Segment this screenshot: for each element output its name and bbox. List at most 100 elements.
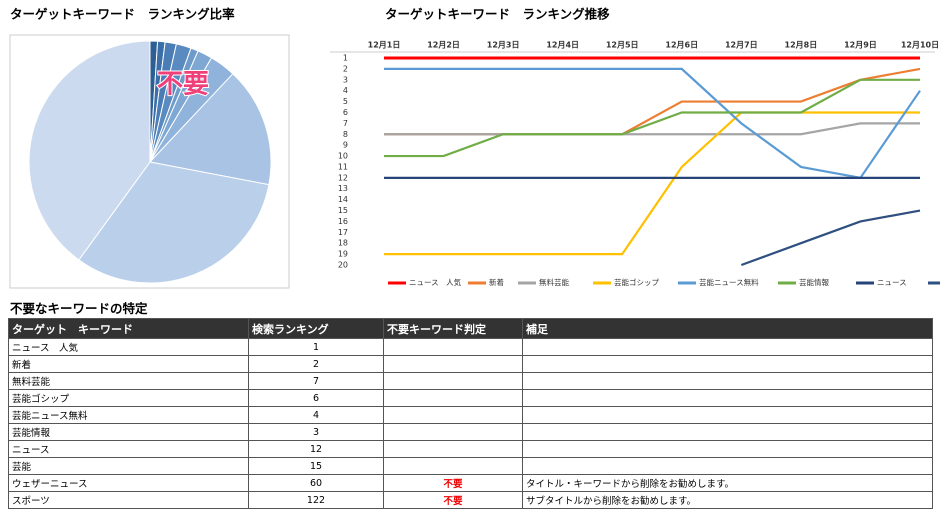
legend-label: 芸能ニュース無料 — [699, 277, 759, 287]
pie-slice — [28, 40, 151, 261]
legend-label: ニュース — [877, 278, 907, 287]
pie-title: ターゲットキーワード ランキング比率 — [10, 7, 235, 22]
x-tick-label: 12月5日 — [606, 41, 639, 50]
y-tick-label: 11 — [338, 162, 348, 171]
note-cell — [522, 389, 933, 407]
keyword-cell: 芸能 — [8, 457, 249, 475]
note-cell — [522, 423, 933, 441]
y-tick-label: 10 — [338, 152, 348, 161]
table-title: 不要なキーワードの特定 — [10, 301, 148, 316]
header-cell: 補足 — [522, 318, 933, 339]
x-tick-label: 12月10日 — [901, 41, 939, 50]
y-tick-label: 15 — [338, 206, 348, 215]
x-tick-label: 12月9日 — [844, 41, 877, 50]
keyword-cell: 新着 — [8, 355, 249, 373]
series-line — [384, 67, 921, 180]
y-tick-label: 6 — [343, 108, 348, 117]
judgement-cell — [383, 372, 523, 390]
y-tick-label: 1 — [343, 54, 348, 63]
judgement-cell — [383, 355, 523, 373]
rank-cell: 3 — [248, 423, 384, 441]
judgement-cell: 不要 — [383, 491, 523, 509]
keyword-cell: 芸能ゴシップ — [8, 389, 249, 407]
y-tick-label: 14 — [338, 195, 348, 204]
y-tick-label: 5 — [343, 97, 348, 106]
x-tick-label: 12月8日 — [785, 41, 818, 50]
x-tick-label: 12月3日 — [487, 41, 520, 50]
judgement-cell: 不要 — [383, 474, 523, 492]
legend-label: 新着 — [489, 277, 504, 287]
legend-label: 芸能ゴシップ — [614, 277, 659, 287]
pie-frame — [9, 34, 290, 289]
judgement-cell — [383, 440, 523, 458]
table-row: 新着 2 — [8, 355, 933, 373]
judgement-cell — [383, 389, 523, 407]
series-line — [384, 122, 920, 136]
x-tick-label: 12月2日 — [427, 41, 460, 50]
header-cell: 検索ランキング — [248, 318, 384, 339]
note-cell — [522, 338, 933, 356]
pie-slice — [78, 161, 270, 284]
rank-cell: 4 — [248, 406, 384, 424]
note-cell: サブタイトルから削除をお勧めします。 — [522, 491, 933, 509]
note-cell — [522, 355, 933, 373]
note-cell: タイトル・キーワードから削除をお勧めします。 — [522, 474, 933, 492]
x-tick-label: 12月4日 — [546, 41, 579, 50]
y-tick-label: 20 — [338, 261, 348, 270]
judgement-cell — [383, 457, 523, 475]
rank-cell: 12 — [248, 440, 384, 458]
keyword-cell: ニュース 人気 — [8, 338, 249, 356]
x-tick-label: 12月6日 — [665, 41, 698, 50]
rank-cell: 122 — [248, 491, 384, 509]
y-tick-label: 7 — [343, 119, 348, 128]
legend-label: 無料芸能 — [539, 277, 569, 287]
table-row: ニュース 人気 1 — [8, 338, 933, 356]
rank-cell: 6 — [248, 389, 384, 407]
table-row: ニュース 12 — [8, 440, 933, 458]
keyword-cell: 無料芸能 — [8, 372, 249, 390]
keyword-table: ターゲット キーワード 検索ランキング 不要キーワード判定 補足 ニュース 人気 1 新着… — [8, 318, 933, 509]
rank-cell: 15 — [248, 457, 384, 475]
table-row: ウェザーニュース 60 不要 タイトル・キーワードから削除をお勧めします。 — [8, 474, 933, 492]
keyword-cell: ニュース — [8, 440, 249, 458]
rank-cell: 2 — [248, 355, 384, 373]
keyword-cell: 芸能ニュース無料 — [8, 406, 249, 424]
header-cell: 不要キーワード判定 — [383, 318, 523, 339]
y-tick-label: 16 — [338, 217, 348, 226]
y-tick-label: 9 — [343, 141, 348, 150]
note-cell — [522, 457, 933, 475]
y-tick-label: 17 — [338, 228, 348, 237]
rank-cell: 7 — [248, 372, 384, 390]
note-cell — [522, 406, 933, 424]
series-line — [740, 209, 921, 267]
table-row: 芸能 15 — [8, 457, 933, 475]
y-tick-label: 13 — [338, 184, 348, 193]
series-line — [384, 78, 920, 158]
charts: ターゲットキーワード ランキング比率 ターゲットキーワード ランキング推移 不要… — [9, 7, 940, 289]
y-tick-label: 8 — [343, 130, 348, 139]
y-tick-label: 19 — [338, 250, 348, 259]
x-tick-label: 12月7日 — [725, 41, 758, 50]
table-row: 芸能ゴシップ 6 — [8, 389, 933, 407]
rank-cell: 60 — [248, 474, 384, 492]
note-cell — [522, 440, 933, 458]
header-cell: ターゲット キーワード — [8, 318, 249, 339]
y-tick-label: 4 — [343, 86, 348, 95]
legend-label: ニュース 人気 — [409, 277, 462, 287]
legend-label: 芸能情報 — [799, 277, 829, 287]
judgement-cell — [383, 423, 523, 441]
line-title: ターゲットキーワード ランキング推移 — [385, 7, 610, 22]
judgement-cell — [383, 406, 523, 424]
table-row: 芸能ニュース無料 4 — [8, 406, 933, 424]
table-header: ターゲット キーワード 検索ランキング 不要キーワード判定 補足 — [8, 318, 933, 339]
keyword-cell: 芸能情報 — [8, 423, 249, 441]
y-tick-label: 3 — [343, 75, 348, 84]
y-tick-label: 2 — [343, 64, 348, 73]
y-tick-label: 18 — [338, 239, 348, 248]
note-cell — [522, 372, 933, 390]
rank-cell: 1 — [248, 338, 384, 356]
table-row: スポーツ 122 不要 サブタイトルから削除をお勧めします。 — [8, 491, 933, 509]
pie-annotation: 不要 — [157, 70, 209, 100]
series-line — [384, 111, 920, 256]
